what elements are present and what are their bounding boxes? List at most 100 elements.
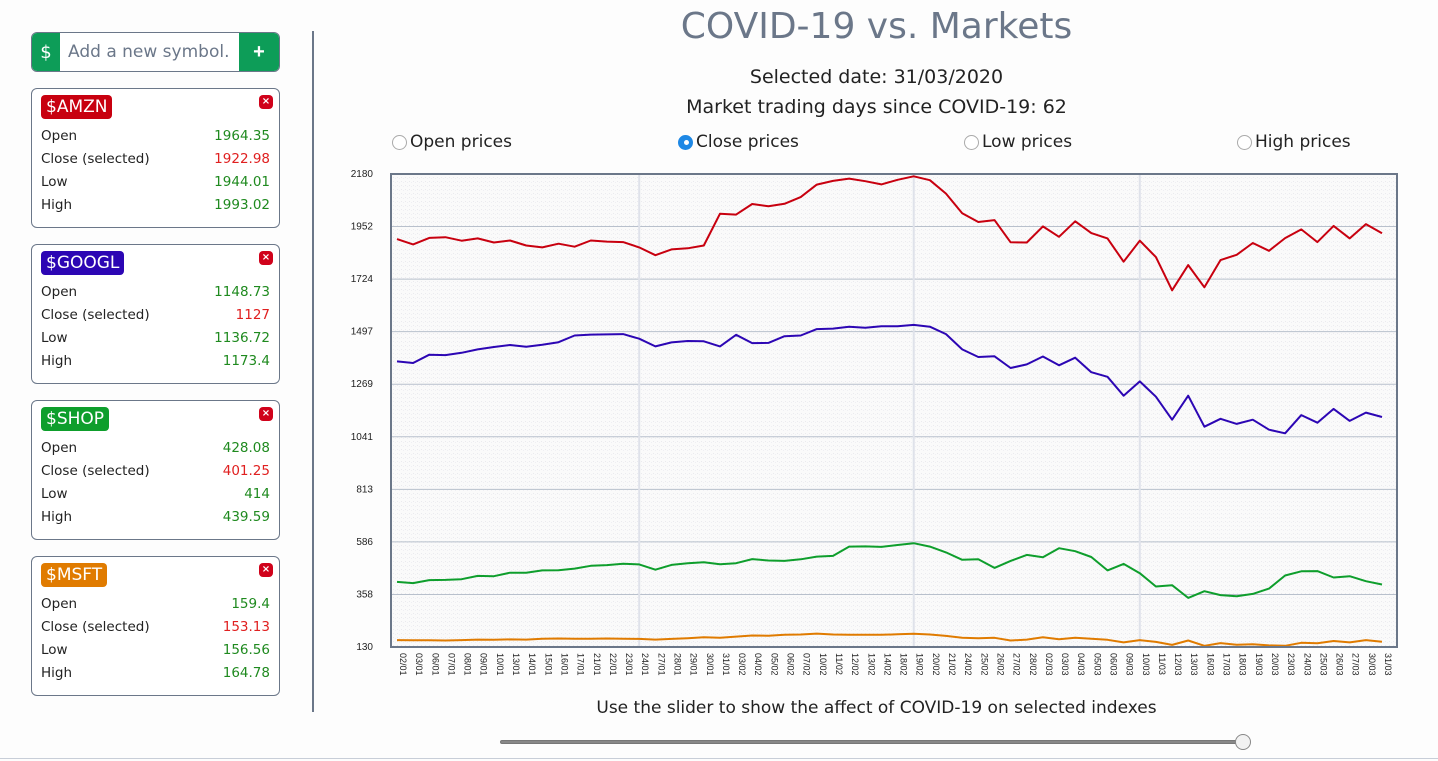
x-tick-label: 07/01 (446, 653, 456, 676)
price-label: Low (41, 642, 68, 658)
radio-circle-icon[interactable] (964, 134, 979, 150)
series-line-amzn (396, 175, 1383, 292)
radio-circle-icon[interactable] (1237, 134, 1252, 150)
price-row: Low 156.56 (41, 639, 270, 662)
x-tick-label: 13/02 (866, 653, 876, 676)
price-value: 401.25 (222, 463, 270, 479)
x-tick-label: 31/01 (721, 653, 731, 676)
price-label: High (41, 197, 73, 213)
stock-card: $MSFT × Open 159.4 Close (selected) 153.1… (31, 556, 280, 696)
y-tick-label: 1724 (351, 274, 374, 285)
x-tick-label: 03/02 (737, 653, 747, 676)
x-tick-label: 06/03 (1108, 653, 1118, 676)
x-tick-label: 17/01 (576, 653, 586, 676)
y-tick-label: 1269 (351, 379, 374, 390)
x-tick-label: 28/02 (1028, 653, 1038, 676)
x-tick-label: 04/03 (1076, 653, 1086, 676)
y-tick-label: 130 (356, 642, 373, 653)
x-tick-label: 24/02 (963, 653, 973, 676)
radio-circle-icon[interactable] (392, 134, 407, 150)
x-tick-label: 16/03 (1205, 653, 1215, 676)
stock-card: $SHOP × Open 428.08 Close (selected) 401.… (31, 400, 280, 540)
x-tick-label: 11/02 (834, 653, 844, 675)
x-tick-label: 29/01 (689, 653, 699, 676)
price-row: Close (selected) 401.25 (41, 460, 270, 483)
price-value: 156.56 (222, 642, 270, 658)
x-tick-label: 30/03 (1367, 653, 1377, 676)
add-symbol-button[interactable]: + (239, 33, 279, 71)
x-tick-label: 15/01 (543, 653, 553, 676)
x-tick-label: 12/03 (1173, 653, 1183, 676)
price-row: Open 428.08 (41, 437, 270, 460)
y-tick-label: 813 (356, 484, 373, 495)
price-label: High (41, 665, 73, 681)
stock-card: $GOOGL × Open 1148.73 Close (selected) 11… (31, 244, 280, 384)
x-tick-label: 25/03 (1318, 653, 1328, 676)
slider-track[interactable] (500, 740, 1243, 744)
price-value: 1136.72 (214, 330, 270, 346)
x-tick-label: 22/01 (608, 653, 618, 676)
y-tick-label: 1041 (351, 432, 374, 443)
x-tick-label: 20/02 (931, 653, 941, 676)
price-value: 1922.98 (214, 151, 270, 167)
radio-high-prices[interactable]: High prices (1237, 132, 1351, 152)
trading-days-count: Market trading days since COVID-19: 62 (686, 96, 1067, 118)
symbol-badge: $MSFT (41, 563, 108, 587)
x-tick-label: 26/03 (1335, 653, 1345, 676)
radio-open-prices[interactable]: Open prices (392, 132, 512, 152)
price-value: 1944.01 (214, 174, 270, 190)
price-value: 164.78 (222, 665, 270, 681)
radio-low-prices[interactable]: Low prices (964, 132, 1072, 152)
price-row: Open 1964.35 (41, 125, 270, 148)
price-label: High (41, 353, 73, 369)
y-tick-label: 586 (356, 537, 373, 548)
price-label: Open (41, 440, 78, 456)
price-row: High 164.78 (41, 662, 270, 685)
stock-card: $AMZN × Open 1964.35 Close (selected) 192… (31, 88, 280, 228)
dollar-icon: $ (32, 33, 60, 71)
x-tick-label: 23/01 (624, 653, 634, 676)
date-slider[interactable] (500, 734, 1251, 750)
remove-symbol-icon[interactable]: × (259, 407, 273, 421)
x-tick-label: 19/02 (915, 653, 925, 676)
x-tick-label: 30/01 (705, 653, 715, 676)
price-row: Low 1136.72 (41, 327, 270, 350)
price-label: Open (41, 284, 78, 300)
price-label: Low (41, 330, 68, 346)
price-row: High 1173.4 (41, 350, 270, 373)
x-tick-label: 26/02 (995, 653, 1005, 676)
y-tick-label: 1497 (351, 327, 374, 338)
price-row: Low 414 (41, 483, 270, 506)
price-row: Close (selected) 1922.98 (41, 148, 270, 171)
symbol-badge: $SHOP (41, 407, 110, 431)
price-label: Low (41, 486, 68, 502)
radio-label: Close prices (696, 132, 799, 152)
x-tick-label: 10/01 (495, 653, 505, 676)
series-line-msft (396, 632, 1383, 647)
remove-symbol-icon[interactable]: × (259, 563, 273, 577)
symbol-badge: $AMZN (41, 95, 113, 119)
price-value: 439.59 (222, 509, 270, 525)
radio-circle-icon[interactable] (678, 134, 693, 150)
price-type-radio-group: Open prices Close prices Low prices High… (0, 132, 1438, 156)
x-tick-label: 10/03 (1141, 653, 1151, 676)
add-symbol-input[interactable] (60, 33, 239, 71)
radio-close-prices[interactable]: Close prices (678, 132, 799, 152)
x-tick-label: 16/01 (559, 653, 569, 676)
price-row: Open 159.4 (41, 593, 270, 616)
x-tick-label: 28/01 (673, 653, 683, 676)
y-tick-label: 1952 (351, 222, 374, 233)
remove-symbol-icon[interactable]: × (259, 95, 273, 109)
price-value: 1148.73 (214, 284, 270, 300)
x-tick-label: 25/02 (979, 653, 989, 676)
x-tick-label: 18/03 (1238, 653, 1248, 676)
remove-symbol-icon[interactable]: × (259, 251, 273, 265)
price-label: Close (selected) (41, 463, 150, 479)
price-label: High (41, 509, 73, 525)
slider-thumb[interactable] (1235, 734, 1251, 750)
sidebar-divider (312, 31, 314, 712)
x-tick-label: 24/01 (640, 653, 650, 676)
price-label: Close (selected) (41, 619, 150, 635)
y-tick-label: 358 (356, 589, 373, 600)
x-tick-label: 18/02 (899, 653, 909, 676)
